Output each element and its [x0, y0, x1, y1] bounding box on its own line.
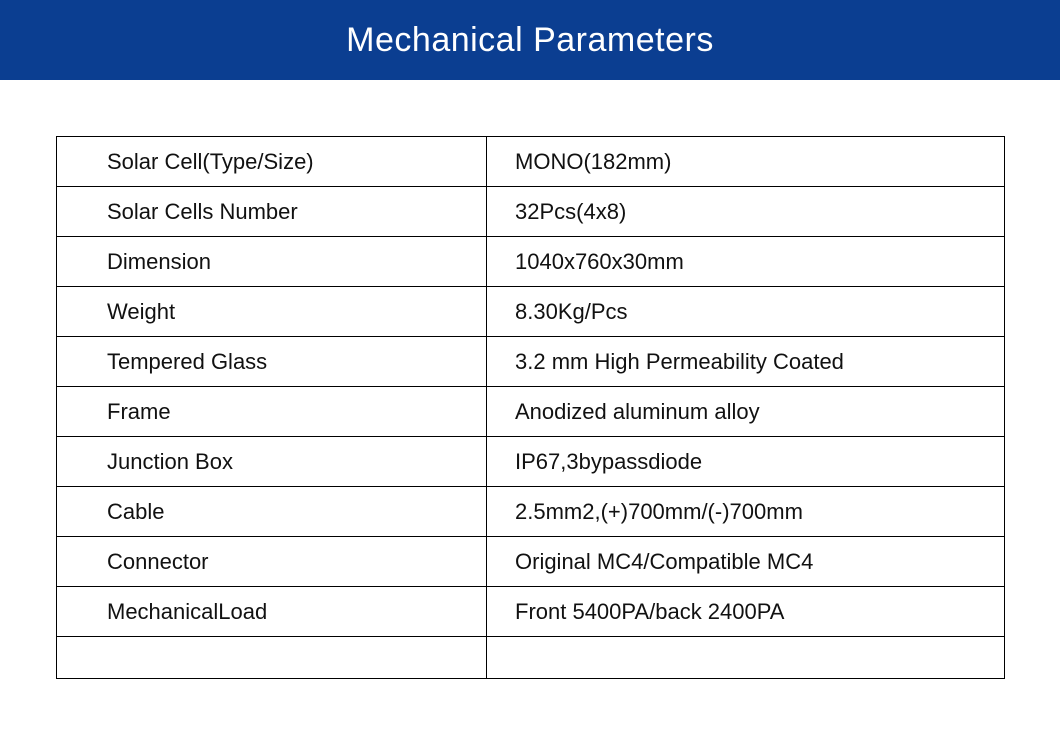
param-label: Frame: [57, 387, 487, 437]
param-label: Tempered Glass: [57, 337, 487, 387]
param-label-empty: [57, 637, 487, 679]
param-value-empty: [487, 637, 1005, 679]
param-label: Weight: [57, 287, 487, 337]
param-label: MechanicalLoad: [57, 587, 487, 637]
param-value: Front 5400PA/back 2400PA: [487, 587, 1005, 637]
table-row: Solar Cells Number 32Pcs(4x8): [57, 187, 1005, 237]
table-row: Junction Box IP67,3bypassdiode: [57, 437, 1005, 487]
param-value: IP67,3bypassdiode: [487, 437, 1005, 487]
table-row: Weight 8.30Kg/Pcs: [57, 287, 1005, 337]
param-value: 32Pcs(4x8): [487, 187, 1005, 237]
param-value: 8.30Kg/Pcs: [487, 287, 1005, 337]
param-label: Cable: [57, 487, 487, 537]
table-row: MechanicalLoad Front 5400PA/back 2400PA: [57, 587, 1005, 637]
table-row: Connector Original MC4/Compatible MC4: [57, 537, 1005, 587]
title-banner: Mechanical Parameters: [0, 0, 1060, 80]
param-label: Connector: [57, 537, 487, 587]
page-title: Mechanical Parameters: [346, 21, 714, 60]
param-label: Junction Box: [57, 437, 487, 487]
param-value: 1040x760x30mm: [487, 237, 1005, 287]
table-row-empty: [57, 637, 1005, 679]
param-label: Solar Cell(Type/Size): [57, 137, 487, 187]
table-row: Dimension 1040x760x30mm: [57, 237, 1005, 287]
table-row: Frame Anodized aluminum alloy: [57, 387, 1005, 437]
param-label: Dimension: [57, 237, 487, 287]
param-value: MONO(182mm): [487, 137, 1005, 187]
table-container: Solar Cell(Type/Size) MONO(182mm) Solar …: [0, 80, 1060, 679]
table-row: Solar Cell(Type/Size) MONO(182mm): [57, 137, 1005, 187]
param-value: Anodized aluminum alloy: [487, 387, 1005, 437]
param-value: Original MC4/Compatible MC4: [487, 537, 1005, 587]
param-label: Solar Cells Number: [57, 187, 487, 237]
table-row: Cable 2.5mm2,(+)700mm/(-)700mm: [57, 487, 1005, 537]
param-value: 3.2 mm High Permeability Coated: [487, 337, 1005, 387]
table-row: Tempered Glass 3.2 mm High Permeability …: [57, 337, 1005, 387]
mechanical-parameters-table: Solar Cell(Type/Size) MONO(182mm) Solar …: [56, 136, 1005, 679]
param-value: 2.5mm2,(+)700mm/(-)700mm: [487, 487, 1005, 537]
